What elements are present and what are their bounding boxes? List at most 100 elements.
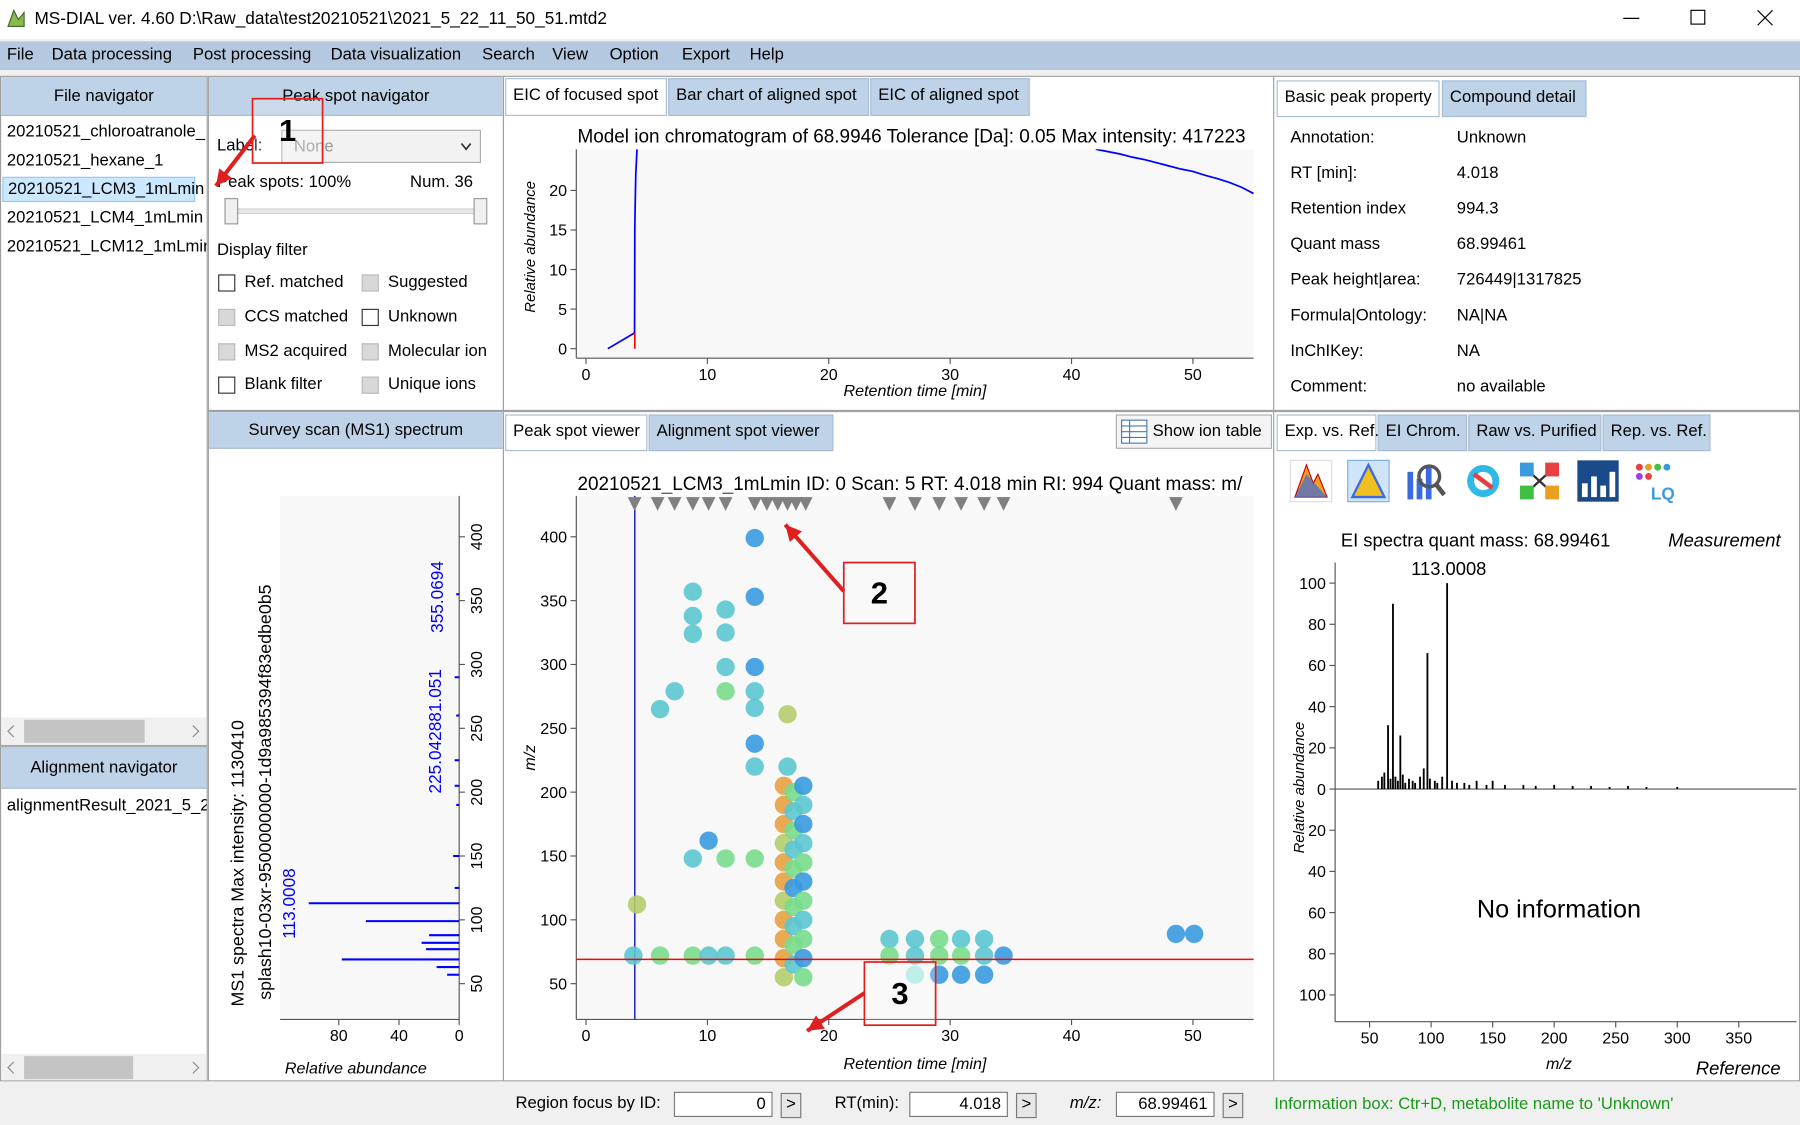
toolbar: LQ: [1289, 459, 1675, 504]
tab[interactable]: EIC of aligned spot: [870, 78, 1030, 116]
window-title: MS-DIAL ver. 4.60 D:\Raw_data\test202105…: [34, 9, 607, 29]
menu-bar: File Data processing Post processing Data v…: [0, 41, 1800, 71]
menu-item[interactable]: Search: [482, 45, 535, 65]
file-item[interactable]: 20210521_LCM12_1mLmin: [6, 237, 208, 257]
peak-count: Num. 36: [410, 173, 473, 192]
eic-panel: EIC of focused spot Bar chart of aligned …: [502, 75, 1275, 411]
scrollbar[interactable]: [1, 1053, 208, 1082]
tool-icon[interactable]: [1289, 459, 1333, 503]
file-navigator: File navigator 20210521_chloroatranole_ 2…: [0, 75, 208, 747]
tab[interactable]: EIC of focused spot: [505, 78, 667, 116]
menu-item[interactable]: Post processing: [192, 45, 312, 65]
status-label: RT(min):: [834, 1094, 900, 1113]
checkbox[interactable]: [218, 274, 236, 292]
tool-icon[interactable]: LQ: [1635, 463, 1675, 504]
tab[interactable]: Alignment spot viewer: [648, 414, 834, 452]
tab[interactable]: Basic peak property: [1276, 80, 1440, 118]
file-item[interactable]: 20210521_chloroatranole_: [6, 122, 205, 142]
menu-item[interactable]: Data processing: [51, 45, 172, 65]
title-bar: MS-DIAL ver. 4.60 D:\Raw_data\test202105…: [0, 0, 1800, 40]
tool-icon[interactable]: [1519, 462, 1559, 500]
property-value: no available: [1456, 377, 1546, 397]
tool-icon[interactable]: [1407, 464, 1446, 500]
display-filter: Display filter: [216, 241, 308, 260]
go-button[interactable]: >: [1015, 1092, 1037, 1119]
checkbox-label: MS2 acquired: [244, 342, 348, 361]
property-value: NA|NA: [1456, 306, 1508, 325]
go-button[interactable]: >: [1222, 1092, 1244, 1119]
id-input[interactable]: 0: [673, 1091, 773, 1118]
label-caption: Label:: [216, 136, 263, 155]
file-item[interactable]: alignmentResult_2021_5_2: [6, 796, 208, 816]
mz-input[interactable]: 68.99461: [1115, 1091, 1215, 1118]
panel-header: File navigator: [1, 76, 207, 116]
property-label: Comment:: [1290, 377, 1368, 397]
scrollbar[interactable]: [1, 717, 208, 746]
checkbox[interactable]: [361, 274, 379, 292]
property-label: Annotation:: [1290, 128, 1375, 147]
property-label: InChIKey:: [1290, 342, 1364, 361]
checkbox[interactable]: [218, 308, 236, 327]
property-label: RT [min]:: [1290, 164, 1358, 183]
peak-spot-navigator: Peak spot navigator Label: None Peak spo…: [207, 75, 504, 411]
property-value: NA: [1456, 342, 1480, 361]
properties-panel: Basic peak property Compound detail Annota…: [1273, 75, 1800, 411]
checkbox-label: Unique ions: [388, 375, 476, 394]
show-ion-table-button[interactable]: Show ion table: [1115, 414, 1272, 449]
checkbox[interactable]: [361, 376, 379, 394]
tab[interactable]: Bar chart of aligned spot: [668, 78, 870, 116]
property-value: 68.99461: [1456, 235, 1527, 254]
property-label: Quant mass: [1290, 235, 1381, 254]
alignment-navigator: Alignment navigator alignmentResult_2021…: [0, 746, 208, 1082]
tool-icon[interactable]: [1467, 464, 1500, 498]
checkbox-label: CCS matched: [244, 307, 349, 327]
menu-item[interactable]: Help: [749, 45, 784, 65]
menu-item[interactable]: View: [552, 45, 588, 65]
status-label: Region focus by ID:: [515, 1094, 661, 1113]
property-label: Peak height|area:: [1290, 270, 1421, 290]
checkbox[interactable]: [361, 343, 379, 361]
go-button[interactable]: >: [780, 1092, 802, 1119]
checkbox[interactable]: [218, 376, 236, 394]
property-label: Formula|Ontology:: [1290, 306, 1427, 325]
svg-text:LQ: LQ: [1651, 483, 1675, 503]
file-item[interactable]: 20210521_LCM4_1mLmin: [6, 208, 204, 228]
menu-item[interactable]: Option: [609, 45, 659, 65]
status-bar: Region focus by ID: 0 > RT(min): 4.018 >…: [0, 1081, 1800, 1124]
table-icon: [1121, 419, 1148, 444]
panel-header: Survey scan (MS1) spectrum: [208, 412, 503, 449]
spectrum-panel: LQ Exp. vs. Ref. EI Chrom. Raw vs. Purifie…: [1273, 410, 1800, 1082]
range-slider[interactable]: [223, 196, 489, 226]
tab[interactable]: Exp. vs. Ref.: [1276, 414, 1379, 452]
peak-spots: Peak spots: 100%: [216, 173, 352, 192]
property-value: 994.3: [1456, 199, 1499, 219]
tab[interactable]: Peak spot viewer: [505, 414, 648, 452]
rt-input[interactable]: 4.018: [909, 1091, 1008, 1118]
file-item[interactable]: 20210521_LCM3_1mLmin: [2, 176, 204, 203]
menu-item[interactable]: Data visualization: [330, 45, 462, 65]
tab[interactable]: Compound detail: [1441, 80, 1587, 118]
checkbox-label: Unknown: [388, 307, 458, 327]
tab[interactable]: Rep. vs. Ref.: [1602, 414, 1711, 452]
menu-item[interactable]: Export: [681, 45, 731, 65]
tab[interactable]: EI Chrom.: [1377, 414, 1468, 452]
panel-header: Peak spot navigator: [208, 76, 503, 116]
tool-icon[interactable]: [1577, 460, 1619, 502]
dropdown-arrow: [460, 142, 472, 151]
tool-icon[interactable]: [1347, 459, 1390, 503]
status-label: m/z:: [1069, 1094, 1102, 1113]
label-combobox[interactable]: None: [281, 129, 482, 164]
survey-scan-panel: Survey scan (MS1) spectrum: [207, 410, 504, 1082]
checkbox-label: Ref. matched: [244, 273, 344, 292]
file-item[interactable]: 20210521_hexane_1: [6, 151, 164, 170]
property-label: Retention index: [1290, 199, 1407, 219]
checkbox-label: Blank filter: [244, 375, 323, 394]
menu-item[interactable]: File: [6, 45, 34, 65]
window-controls[interactable]: [1607, 0, 1800, 39]
checkbox-label: Suggested: [388, 273, 468, 292]
tab[interactable]: Raw vs. Purified: [1468, 414, 1602, 452]
property-value: 726449|1317825: [1456, 270, 1582, 290]
checkbox[interactable]: [218, 343, 236, 361]
checkbox[interactable]: [361, 308, 379, 327]
